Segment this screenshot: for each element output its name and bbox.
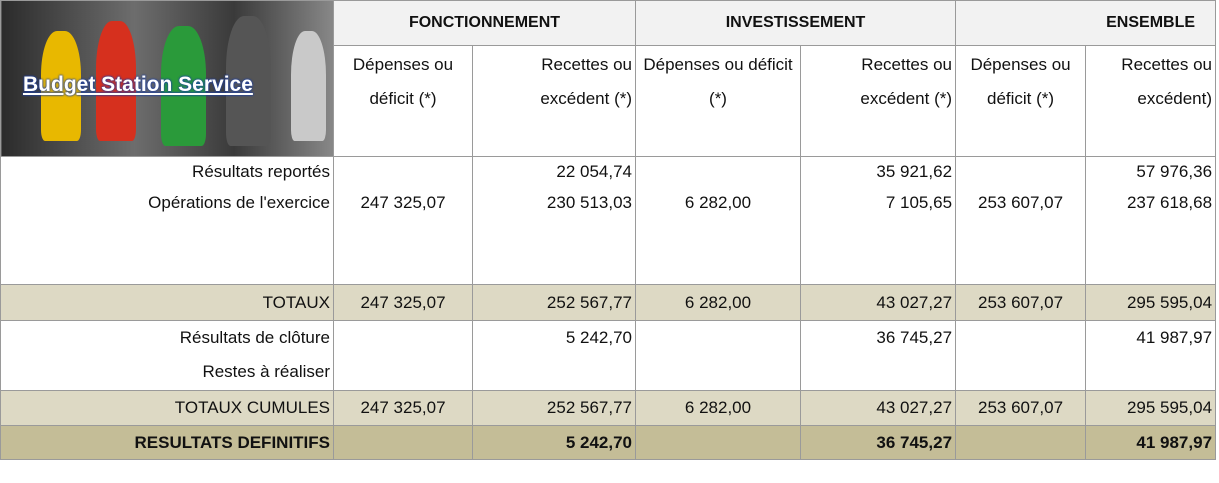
cell: 36 745,27	[801, 321, 956, 355]
table-row: Résultats de clôture 5 242,70 36 745,27 41 …	[1, 321, 1216, 355]
cell: 6 282,00	[636, 391, 801, 426]
cell	[636, 355, 801, 391]
cell: 41 987,97	[1086, 426, 1216, 460]
cell: 247 325,07	[334, 187, 473, 285]
table-row: Restes à réaliser	[1, 355, 1216, 391]
cell: 252 567,77	[473, 391, 636, 426]
cell	[956, 355, 1086, 391]
column-header: Recettes ou excédent (*)	[801, 46, 956, 157]
cell	[334, 355, 473, 391]
cell: 22 054,74	[473, 157, 636, 187]
cell: 41 987,97	[1086, 321, 1216, 355]
cell	[334, 426, 473, 460]
cell: 237 618,68	[1086, 187, 1216, 285]
cell: 57 976,36	[1086, 157, 1216, 187]
row-label: RESULTATS DEFINITIFS	[1, 426, 334, 460]
cell: 252 567,77	[473, 285, 636, 321]
column-header: Dépenses ou déficit (*)	[636, 46, 801, 157]
column-header: Dépenses ou déficit (*)	[956, 46, 1086, 157]
header-image: Budget Station Service	[1, 1, 334, 157]
table-row: Résultats reportés 22 054,74 35 921,62 57 9…	[1, 157, 1216, 187]
table-row: RESULTATS DEFINITIFS 5 242,70 36 745,27 41 …	[1, 426, 1216, 460]
cell: 253 607,07	[956, 187, 1086, 285]
cell	[636, 157, 801, 187]
cell: 43 027,27	[801, 285, 956, 321]
cell: 247 325,07	[334, 285, 473, 321]
cell: 5 242,70	[473, 321, 636, 355]
budget-table: Budget Station Service FONCTIONNEMENT IN…	[0, 0, 1216, 460]
cell: 7 105,65	[801, 187, 956, 285]
cell: 253 607,07	[956, 285, 1086, 321]
cell: 6 282,00	[636, 285, 801, 321]
group-header: INVESTISSEMENT	[636, 1, 956, 46]
cell: 247 325,07	[334, 391, 473, 426]
row-label: TOTAUX	[1, 285, 334, 321]
row-label: TOTAUX CUMULES	[1, 391, 334, 426]
cell	[636, 426, 801, 460]
cell	[1086, 355, 1216, 391]
group-header: FONCTIONNEMENT	[334, 1, 636, 46]
column-header: Recettes ou excédent)	[1086, 46, 1216, 157]
cell	[473, 355, 636, 391]
row-label: Résultats reportés	[1, 157, 334, 187]
cell: 230 513,03	[473, 187, 636, 285]
header-title: Budget Station Service	[23, 73, 253, 97]
column-header: Recettes ou excédent (*)	[473, 46, 636, 157]
cell: 295 595,04	[1086, 285, 1216, 321]
cell	[636, 321, 801, 355]
cell	[334, 321, 473, 355]
group-header: ENSEMBLE	[956, 1, 1216, 46]
cell: 253 607,07	[956, 391, 1086, 426]
cell: 35 921,62	[801, 157, 956, 187]
cell: 36 745,27	[801, 426, 956, 460]
cell	[801, 355, 956, 391]
row-label: Résultats de clôture	[1, 321, 334, 355]
group-row: Budget Station Service FONCTIONNEMENT IN…	[1, 1, 1216, 46]
cell	[334, 157, 473, 187]
cell: 6 282,00	[636, 187, 801, 285]
column-header: Dépenses ou déficit (*)	[334, 46, 473, 157]
cell	[956, 157, 1086, 187]
row-label: Opérations de l'exercice	[1, 187, 334, 285]
cell	[956, 321, 1086, 355]
cell	[956, 426, 1086, 460]
page: Budget Station Service FONCTIONNEMENT IN…	[0, 0, 1219, 483]
cell: 5 242,70	[473, 426, 636, 460]
row-label: Restes à réaliser	[1, 355, 334, 391]
cell: 295 595,04	[1086, 391, 1216, 426]
cell: 43 027,27	[801, 391, 956, 426]
